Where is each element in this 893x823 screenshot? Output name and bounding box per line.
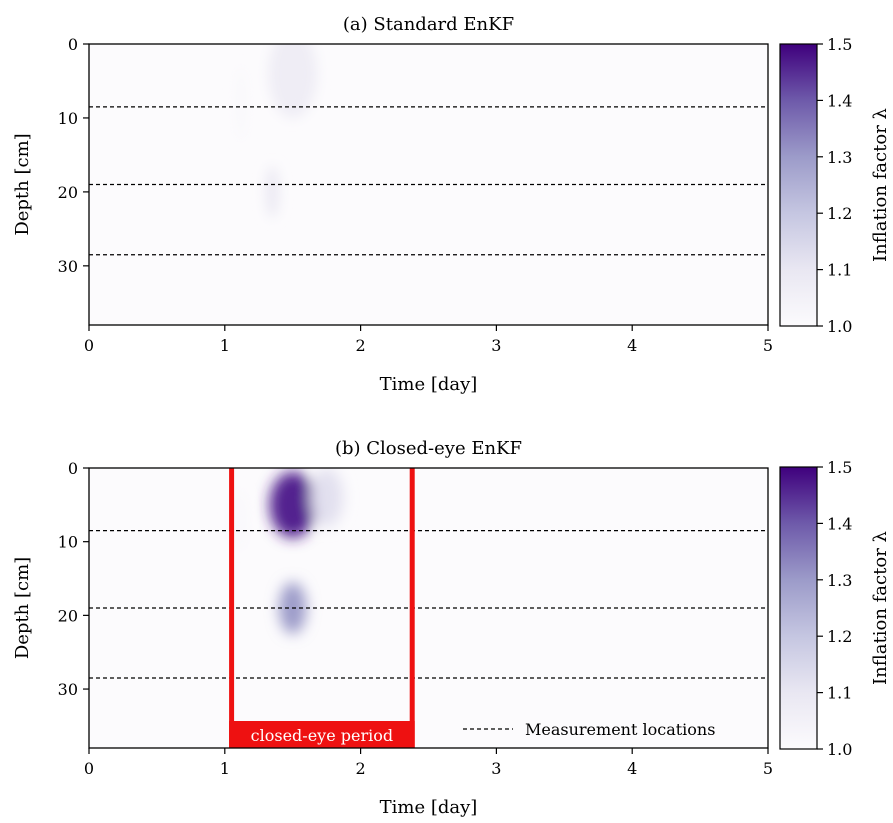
panel-b-colorbar [779,466,818,750]
y-tick-label: 30 [58,257,78,276]
panel-a-title: (a) Standard EnKF [343,14,514,35]
panel-a-colorbar-label: Inflation factor λ [870,108,891,262]
panel-b-y-axis-label: Depth [cm] [12,557,33,659]
y-tick-label: 20 [58,183,78,202]
panel-b: (b) Closed-eye EnKF closed-eye period Me… [12,438,891,818]
panel-a: (a) Standard EnKF 0 1 2 3 4 5 0 10 20 30 Time [d… [12,14,891,395]
panel-b-measurement-lines [89,530,768,679]
colorbar-tick-label: 1.4 [827,91,852,110]
panel-a-x-axis-label: Time [day] [380,374,478,395]
inflation-blob [268,44,318,118]
x-tick-label: 2 [356,336,366,355]
closed-eye-label: closed-eye period [251,726,393,745]
panel-b-title: (b) Closed-eye EnKF [335,438,522,459]
y-tick-label: 10 [58,533,78,552]
colorbar-tick-label: 1.5 [827,35,852,54]
panel-b-x-ticks: 0 1 2 3 4 5 [84,748,773,778]
y-tick-label: 30 [58,680,78,699]
panel-a-axes-frame [88,43,769,326]
x-tick-label: 2 [356,759,366,778]
panel-a-x-ticks: 0 1 2 3 4 5 [84,325,773,355]
y-tick-label: 10 [58,109,78,128]
x-tick-label: 1 [220,336,230,355]
inflation-blob [237,66,246,141]
panel-b-colorbar-label: Inflation factor λ [870,531,891,685]
colorbar-tick-label: 1.1 [827,684,852,703]
panel-a-colorbar [779,43,818,327]
panel-a-heatmap [237,44,318,218]
closed-eye-period-marker: closed-eye period [229,468,415,748]
y-tick-label: 0 [68,459,78,478]
x-tick-label: 4 [627,336,637,355]
panel-a-y-ticks: 0 10 20 30 [58,35,89,276]
inflation-blob [265,166,280,218]
x-tick-label: 0 [84,336,94,355]
inflation-blob [310,468,343,527]
colorbar-tick-label: 1.2 [827,627,852,646]
colorbar-tick-label: 1.0 [827,317,852,336]
panel-b-axes-frame [88,467,769,749]
colorbar-tick-label: 1.5 [827,458,852,477]
legend-label: Measurement locations [525,720,715,739]
panel-b-x-axis-label: Time [day] [380,797,478,818]
x-tick-label: 0 [84,759,94,778]
x-tick-label: 1 [220,759,230,778]
y-tick-label: 0 [68,35,78,54]
x-tick-label: 3 [491,336,501,355]
colorbar-tick-label: 1.1 [827,261,852,280]
inflation-blob [269,471,316,538]
panel-b-y-ticks: 0 10 20 30 [58,459,89,699]
x-tick-label: 5 [763,336,773,355]
y-tick-label: 20 [58,606,78,625]
panel-b-colorbar-ticks: 1.0 1.1 1.2 1.3 1.4 1.5 [817,458,852,759]
x-tick-label: 4 [627,759,637,778]
colorbar-tick-label: 1.3 [827,148,852,167]
closed-eye-label-box [229,721,415,748]
panel-a-y-axis-label: Depth [cm] [12,133,33,235]
x-tick-label: 3 [491,759,501,778]
panel-a-colorbar-ticks: 1.0 1.1 1.2 1.3 1.4 1.5 [817,35,852,336]
colorbar-tick-label: 1.3 [827,571,852,590]
inflation-blob [234,490,243,550]
panel-a-measurement-lines [89,106,768,256]
colorbar-tick-label: 1.0 [827,740,852,759]
legend: Measurement locations [463,720,715,739]
x-tick-label: 5 [763,759,773,778]
colorbar-tick-label: 1.4 [827,514,852,533]
colorbar-tick-label: 1.2 [827,204,852,223]
